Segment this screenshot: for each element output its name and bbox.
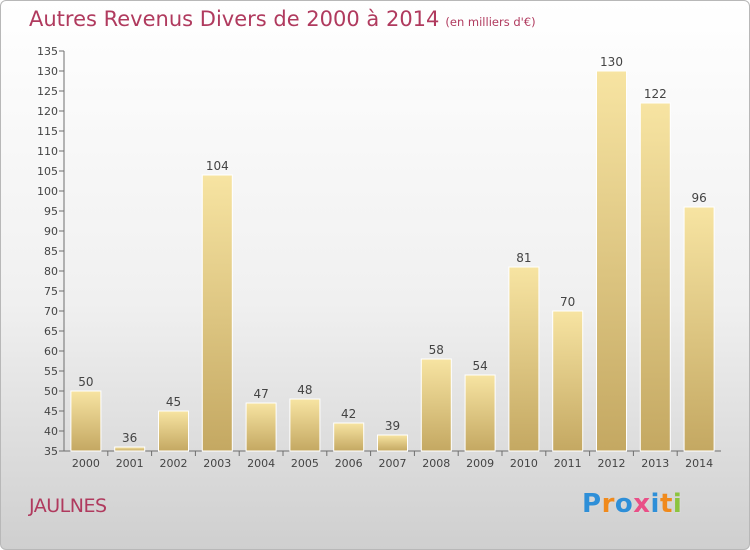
logo-letter: i (650, 489, 660, 519)
x-tick-label: 2007 (379, 457, 407, 470)
bar (508, 266, 540, 452)
bar (158, 410, 189, 452)
x-tick-label: 2006 (335, 457, 363, 470)
proxiti-logo: Proxiti (582, 489, 682, 519)
x-tick-label: 2003 (203, 457, 231, 470)
bar-value-label: 58 (429, 343, 444, 357)
y-tick-label: 80 (44, 265, 58, 278)
chart-subtitle: (en milliers d'€) (445, 15, 536, 29)
y-tick-label: 105 (37, 165, 58, 178)
bar (114, 446, 146, 452)
y-tick-label: 90 (44, 225, 58, 238)
x-tick-label: 2000 (72, 457, 100, 470)
y-tick-label: 75 (44, 285, 58, 298)
bar-value-label: 39 (385, 419, 400, 433)
logo-letter: P (582, 489, 602, 519)
bar-value-label: 96 (691, 191, 706, 205)
bar-value-label: 122 (644, 87, 667, 101)
bar (70, 390, 102, 452)
x-tick-label: 2010 (510, 457, 538, 470)
bar (333, 422, 365, 452)
y-tick-label: 55 (44, 365, 58, 378)
x-tick-label: 2004 (247, 457, 275, 470)
bar-value-label: 45 (166, 395, 181, 409)
y-tick-label: 100 (37, 185, 58, 198)
y-tick-label: 125 (37, 85, 58, 98)
x-tick-label: 2002 (160, 457, 188, 470)
y-tick-label: 65 (44, 325, 58, 338)
y-tick-label: 120 (37, 105, 58, 118)
y-tick-label: 50 (44, 385, 58, 398)
bar (289, 398, 321, 452)
bar-value-label: 81 (516, 251, 531, 265)
bar-value-label: 47 (253, 387, 268, 401)
x-tick-label: 2011 (554, 457, 582, 470)
y-tick-label: 85 (44, 245, 58, 258)
bar (596, 70, 627, 452)
bar (552, 310, 584, 452)
x-tick-label: 2014 (685, 457, 713, 470)
chart-title: Autres Revenus Divers de 2000 à 2014 (en … (29, 7, 536, 31)
y-tick-label: 130 (37, 65, 58, 78)
y-tick-label: 35 (44, 445, 58, 458)
bar (683, 206, 715, 452)
bar-value-label: 104 (206, 159, 229, 173)
y-tick-label: 45 (44, 405, 58, 418)
logo-letter: o (614, 489, 634, 519)
bar (464, 374, 496, 452)
y-tick-label: 70 (44, 305, 58, 318)
y-tick-label: 115 (37, 125, 58, 138)
x-tick-label: 2013 (641, 457, 669, 470)
bar-value-label: 70 (560, 295, 575, 309)
bar (201, 174, 233, 452)
bar-value-label: 50 (78, 375, 93, 389)
bar (377, 434, 408, 452)
commune-name: JAULNES (29, 495, 107, 517)
x-tick-label: 2009 (466, 457, 494, 470)
x-tick-label: 2005 (291, 457, 319, 470)
x-tick-label: 2008 (422, 457, 450, 470)
chart-title-main: Autres Revenus Divers de 2000 à 2014 (29, 7, 440, 31)
y-tick-label: 40 (44, 425, 58, 438)
y-tick-label: 135 (37, 45, 58, 58)
x-tick-label: 2001 (116, 457, 144, 470)
bar (245, 402, 277, 452)
logo-letter: r (601, 489, 615, 519)
logo-letter: x (633, 489, 651, 519)
logo-letter: t (659, 489, 673, 519)
y-tick-label: 110 (37, 145, 58, 158)
x-tick-label: 2012 (598, 457, 626, 470)
bar-value-label: 36 (122, 431, 137, 445)
bar-value-label: 54 (472, 359, 487, 373)
bar-value-label: 42 (341, 407, 356, 421)
bar (639, 102, 671, 452)
bar-value-label: 48 (297, 383, 312, 397)
bar-value-label: 130 (600, 55, 623, 69)
bar (420, 358, 452, 452)
y-tick-label: 60 (44, 345, 58, 358)
logo-letter: i (672, 489, 683, 519)
y-tick-label: 95 (44, 205, 58, 218)
